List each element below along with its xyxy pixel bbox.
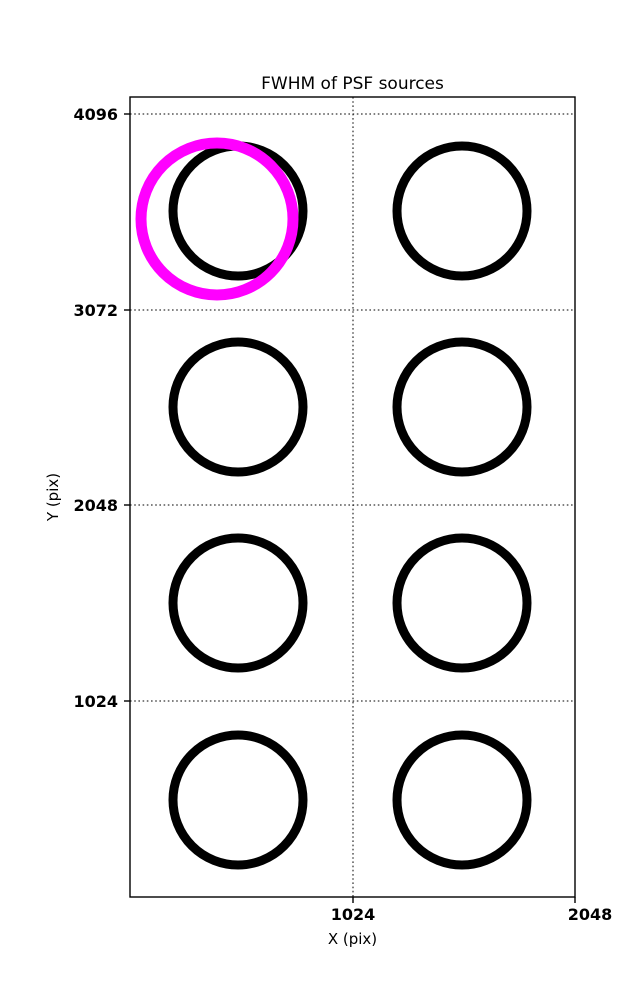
- psf-source-marker: [168, 730, 308, 870]
- psf-source-marker: [168, 533, 308, 673]
- xtick-label-1024: 1024: [331, 905, 376, 924]
- psf-source-marker: [392, 533, 532, 673]
- ytick-label-1024: 1024: [73, 692, 118, 711]
- psf-source-highlight-marker: [135, 137, 299, 301]
- y-axis-label: Y (pix): [44, 473, 62, 522]
- psf-source-marker: [392, 730, 532, 870]
- xtick-label-2048: 2048: [568, 905, 613, 924]
- psf-source-marker: [392, 141, 532, 281]
- x-axis-label: X (pix): [328, 930, 377, 948]
- chart-title: FWHM of PSF sources: [261, 74, 444, 94]
- ytick-label-3072: 3072: [73, 301, 118, 320]
- psf-source-marker: [168, 337, 308, 477]
- ytick-label-2048: 2048: [73, 496, 118, 515]
- psf-source-marker: [392, 337, 532, 477]
- ytick-label-4096: 4096: [73, 105, 118, 124]
